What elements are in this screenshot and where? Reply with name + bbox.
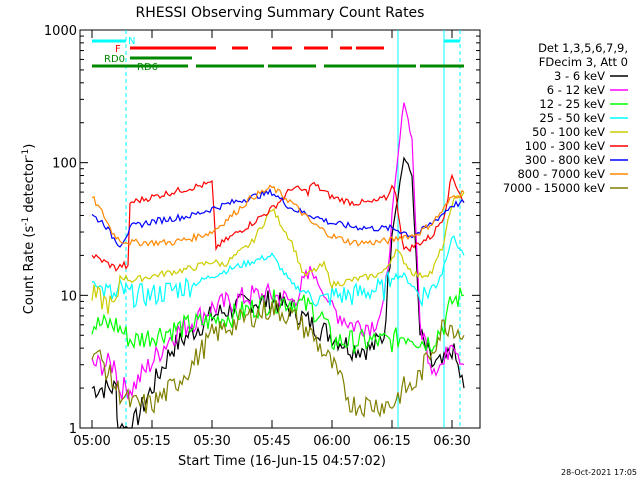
y-axis-label-mid: detector [22,157,37,217]
series-line-8 [91,300,465,418]
flag-boundary-lines [125,30,461,428]
series-line-1 [91,102,465,400]
y-tick-label: 1000 [44,24,77,39]
legend-label-2: 12 - 25 keV [539,97,605,111]
series-line-6 [91,188,465,248]
legend-label-7: 800 - 7000 keV [517,167,605,181]
x-tick-label: 06:30 [433,434,470,449]
x-tick-label: 05:30 [193,434,230,449]
x-axis-label: Start Time (16-Jun-15 04:57:02) [178,454,386,469]
legend: Det 1,3,5,6,7,9, FDecim 3, Att 0 3 - 6 k… [503,41,628,195]
legend-label-6: 300 - 800 keV [525,153,605,167]
flag-label-f: F [115,44,121,55]
flag-label-n: N [128,36,135,47]
chart-title: RHESSI Observing Summary Count Rates [136,5,425,21]
x-tick-label: 06:00 [313,434,350,449]
series-line-7 [91,184,465,248]
series-line-3 [92,235,465,309]
flag-label-rd0: RD0 [104,54,125,65]
series-lines [91,102,465,429]
y-axis-label-end: ) [22,144,37,149]
y-axis-label-sup1: -1 [21,217,31,226]
series-line-2 [91,287,465,354]
y-axis-label-sup2: -1 [21,149,31,158]
legend-label-0: 3 - 6 keV [554,69,605,83]
y-axis-label: Count Rate (s-1 detector-1) [21,144,37,315]
y-axis-label-main: Count Rate (s [22,226,37,315]
x-axis-ticks: 05:00 05:15 05:30 05:45 06:00 06:15 06:30 [73,30,471,449]
legend-header-1: Det 1,3,5,6,7,9, [538,41,628,55]
series-line-4 [91,191,465,315]
x-tick-label: 05:00 [73,434,110,449]
plot-frame [79,29,481,429]
x-tick-label: 05:15 [133,434,170,449]
legend-label-5: 100 - 300 keV [525,139,605,153]
y-tick-label: 100 [52,157,77,172]
timestamp: 28-Oct-2021 17:05 [561,468,637,477]
legend-label-4: 50 - 100 keV [532,125,605,139]
series-line-5 [91,173,465,272]
y-axis-ticks: 1 10 100 1000 [44,24,480,437]
legend-label-1: 6 - 12 keV [547,83,605,97]
flag-label-rd6: RD6 [137,62,158,73]
x-tick-label: 05:45 [253,434,290,449]
legend-header-2: FDecim 3, Att 0 [539,55,628,69]
x-tick-label: 06:15 [373,434,410,449]
legend-label-3: 25 - 50 keV [539,111,605,125]
y-tick-label: 10 [60,289,77,304]
series-line-0 [91,156,465,429]
legend-label-8: 7000 - 15000 keV [503,181,605,195]
y-tick-label: 1 [69,422,77,437]
